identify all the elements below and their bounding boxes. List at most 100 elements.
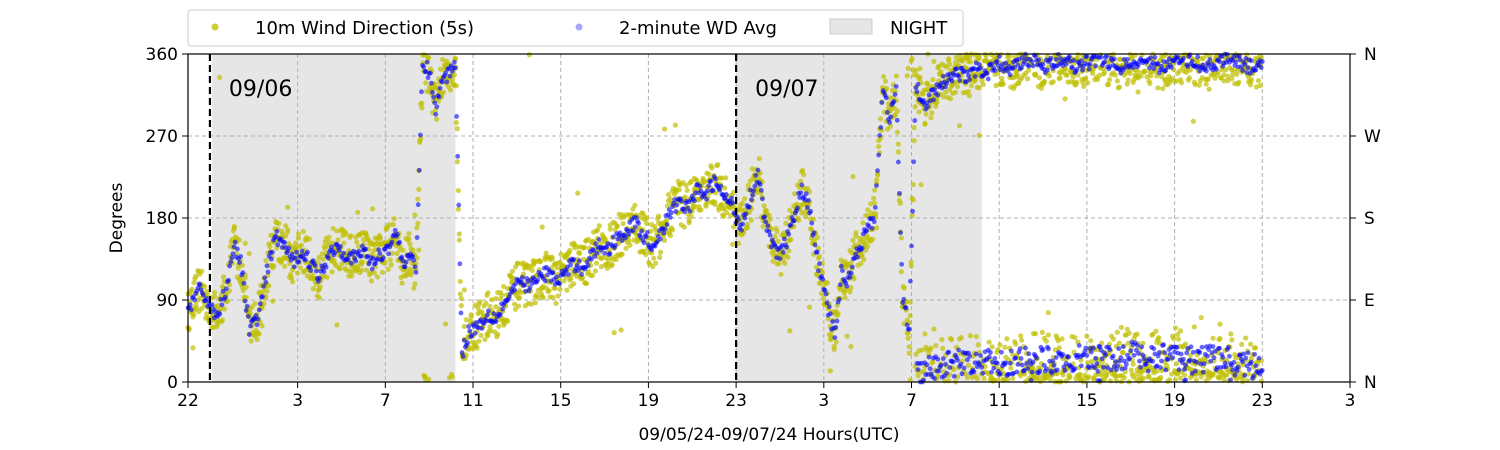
wind-2min-point (619, 238, 625, 244)
wind-5s-point (853, 233, 859, 239)
y-tick-label: 270 (146, 127, 178, 147)
wind-2min-point (1207, 57, 1213, 62)
wind-5s-point (212, 294, 218, 300)
wind-2min-point (261, 283, 267, 289)
wind-2min-point (243, 308, 249, 313)
wind-2min-point (906, 326, 912, 332)
wind-2min-point (1111, 56, 1117, 62)
wind-5s-point (663, 217, 670, 224)
wind-2min-point (263, 279, 269, 285)
wind-5s-point (416, 247, 422, 253)
wind-5s-point (276, 220, 282, 227)
wind-5s-point (895, 149, 901, 155)
wind-2min-point (988, 350, 993, 355)
wind-5s-point (1015, 72, 1021, 78)
wind-5s-point (1160, 85, 1166, 92)
wind-2min-point (984, 71, 990, 76)
wind-2min-point (392, 227, 398, 233)
wind-5s-point (909, 212, 915, 219)
wind-2min-point (1151, 66, 1157, 72)
wind-2min-point (1180, 356, 1186, 362)
wind-5s-point (1004, 336, 1010, 342)
wind-5s-point (367, 270, 374, 276)
wind-2min-point (786, 231, 792, 237)
wind-2min-point (264, 263, 270, 269)
wind-2min-point (766, 229, 772, 234)
wind-2min-point (1195, 54, 1201, 60)
wind-5s-point (688, 213, 694, 219)
wind-2min-point (254, 322, 260, 328)
wind-5s-point (416, 186, 422, 193)
wind-2min-point (848, 270, 854, 276)
wind-5s-point (989, 344, 995, 350)
day-boundaries: 09/06 09/07 (208, 54, 819, 382)
wind-5s-point (928, 345, 934, 351)
wind-5s-point (561, 278, 567, 284)
wind-2min-point (1015, 62, 1021, 68)
wind-5s-point (1248, 77, 1255, 83)
wind-5s-point (190, 345, 196, 351)
wind-5s-point (1190, 118, 1196, 124)
wind-5s-point (360, 259, 366, 265)
wind-2min-point (822, 287, 828, 293)
wind-2min-point (329, 244, 335, 250)
wind-2min-point (824, 300, 830, 306)
wind-2min-point (994, 360, 1000, 366)
wind-2min-point (1079, 58, 1084, 64)
wind-2min-point (317, 275, 322, 281)
wind-2min-point (1150, 358, 1156, 364)
wind-5s-point (913, 351, 919, 357)
wind-2min-point (1045, 67, 1050, 73)
wind-5s-point (329, 269, 335, 275)
wind-5s-point (919, 347, 925, 353)
wind-2min-point (1253, 363, 1259, 369)
wind-2min-point (1240, 359, 1245, 365)
wind-5s-point (1153, 328, 1159, 334)
wind-5s-point (379, 269, 385, 275)
wind-2min-point (1084, 353, 1090, 358)
wind-5s-point (905, 65, 911, 71)
wind-5s-point (388, 262, 394, 268)
wind-5s-point (1032, 331, 1039, 337)
wind-5s-point (335, 237, 341, 243)
wind-2min-point (294, 249, 299, 255)
wind-2min-point (1233, 59, 1239, 65)
wind-2min-point (465, 340, 470, 346)
wind-2min-point (1197, 350, 1203, 355)
wind-5s-point (722, 185, 728, 191)
wind-5s-point (650, 263, 656, 270)
wind-5s-point (437, 66, 444, 72)
wind-5s-point (922, 331, 928, 337)
wind-2min-point (574, 263, 580, 268)
wind-2min-point (466, 324, 472, 329)
wind-5s-point (297, 265, 304, 271)
y-tick-label: 90 (156, 291, 178, 311)
wind-5s-point (550, 294, 556, 301)
wind-2min-point (613, 242, 618, 248)
wind-5s-point (785, 254, 791, 260)
wind-2min-point (302, 257, 308, 263)
wind-2min-point (1040, 61, 1046, 67)
wind-2min-point (788, 222, 794, 228)
wind-2min-point (947, 365, 953, 370)
wind-2min-point (467, 328, 473, 334)
wind-5s-point (267, 244, 273, 250)
wind-5s-point (385, 266, 391, 272)
wind-2min-point (864, 228, 869, 234)
wind-5s-point (295, 231, 302, 237)
wind-5s-point (766, 212, 772, 219)
wind-2min-point (1242, 61, 1248, 67)
wind-5s-point (266, 283, 272, 289)
wind-5s-point (368, 278, 375, 284)
wind-5s-point (479, 309, 485, 315)
wind-5s-point (835, 311, 841, 317)
wind-5s-point (571, 281, 577, 287)
wind-2min-point (1159, 358, 1164, 364)
wind-5s-point (1221, 376, 1227, 383)
wind-5s-point (975, 342, 981, 348)
y-tick-label: 180 (146, 209, 178, 229)
wind-2min-point (879, 100, 885, 105)
wind-5s-point (904, 73, 910, 79)
wind-2min-point (336, 248, 342, 253)
wind-2min-point (891, 99, 897, 104)
